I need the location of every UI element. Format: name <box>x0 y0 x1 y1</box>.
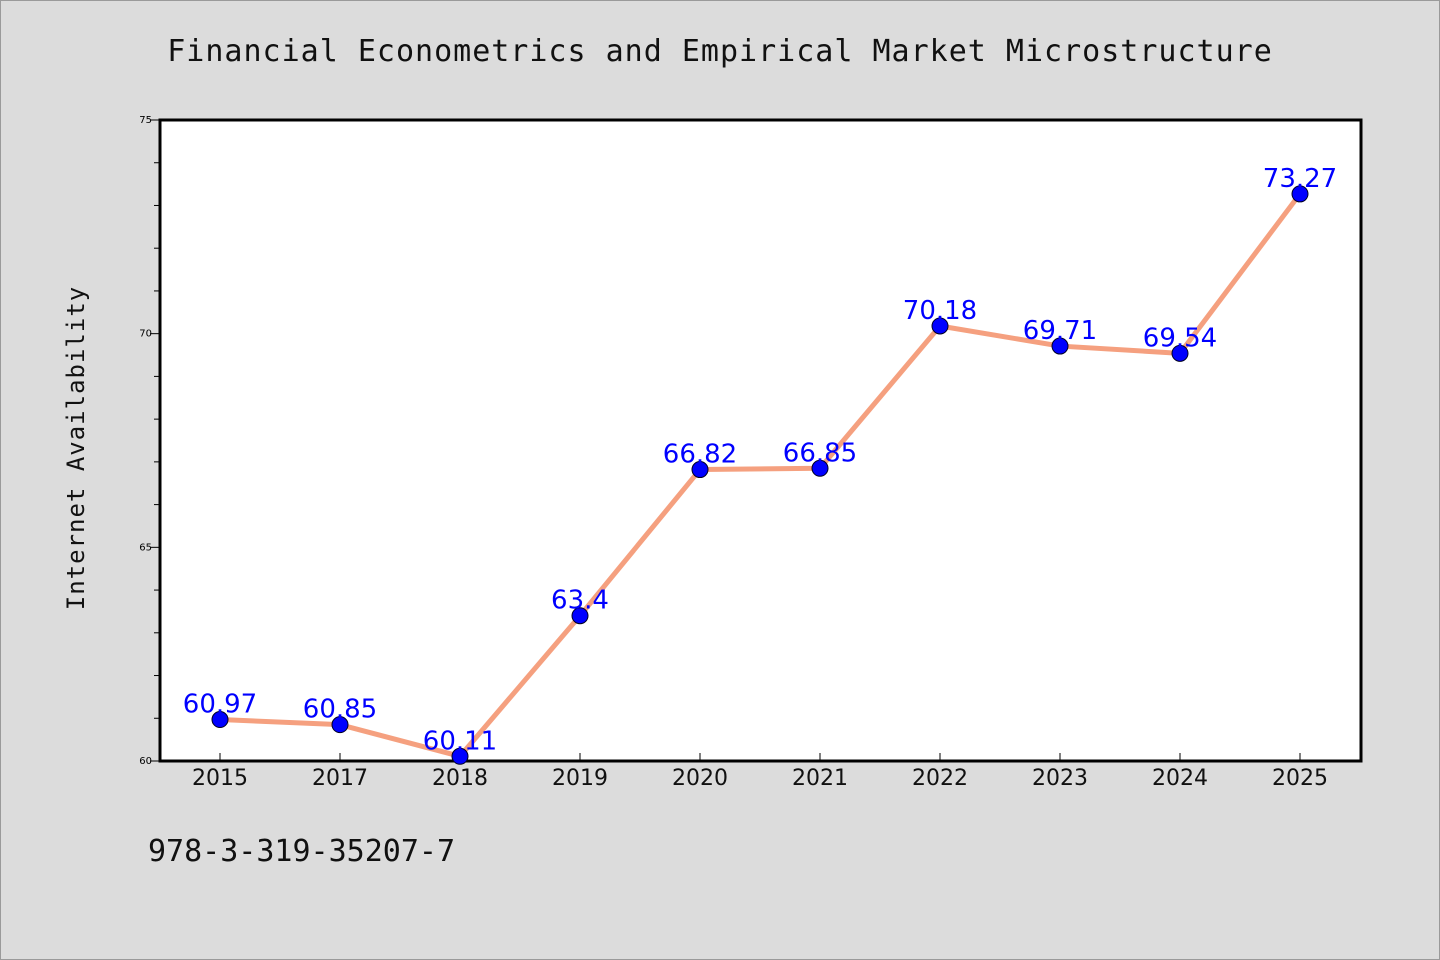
data-point <box>451 747 469 765</box>
data-point <box>571 607 589 625</box>
data-label: 66.85 <box>783 438 857 468</box>
data-point <box>691 461 709 479</box>
isbn-text: 978-3-319-35207-7 <box>148 834 456 869</box>
data-label: 69.71 <box>1023 316 1097 346</box>
x-tick-label: 2024 <box>1152 766 1208 791</box>
data-point <box>1291 185 1309 203</box>
plot-area <box>158 118 1363 763</box>
chart-title: Financial Econometrics and Empirical Mar… <box>167 34 1273 69</box>
y-tick-label: 60 <box>139 756 152 767</box>
y-tick-label: 65 <box>139 542 152 553</box>
data-label: 63.4 <box>551 586 609 616</box>
x-axis-ticks: 2015 2017 2018 2019 2020 2021 2022 2023 2024 2025 <box>192 753 1328 791</box>
x-tick-label: 2021 <box>792 766 848 791</box>
x-tick-label: 2023 <box>1032 766 1088 791</box>
y-axis-ticks: 60 65 70 75 <box>139 115 160 767</box>
data-label: 60.85 <box>303 695 377 725</box>
data-label: 60.97 <box>183 690 257 720</box>
x-tick-label: 2015 <box>192 766 248 791</box>
data-label: 69.54 <box>1143 323 1217 353</box>
x-tick-label: 2025 <box>1272 766 1328 791</box>
x-tick-label: 2019 <box>552 766 608 791</box>
series-layer <box>211 185 1309 765</box>
data-point <box>331 716 349 734</box>
x-tick-label: 2022 <box>912 766 968 791</box>
x-tick-label: 2018 <box>432 766 488 791</box>
data-labels: 60.97 60.85 60.11 63.4 66.82 66.85 70.18 69.71 6… <box>183 164 1337 756</box>
x-tick-label: 2017 <box>312 766 368 791</box>
series-line <box>217 191 1303 759</box>
data-point <box>1171 344 1189 362</box>
data-label: 70.18 <box>903 296 977 326</box>
x-tick-label: 2020 <box>672 766 728 791</box>
data-label: 60.11 <box>423 726 497 756</box>
y-tick-label: 75 <box>139 115 152 126</box>
data-point <box>1051 337 1069 355</box>
data-label: 73.27 <box>1263 164 1337 194</box>
data-point <box>211 711 229 729</box>
data-point <box>811 459 829 477</box>
data-point <box>931 317 949 335</box>
data-label: 66.82 <box>663 440 737 470</box>
y-tick-label: 70 <box>139 329 152 340</box>
